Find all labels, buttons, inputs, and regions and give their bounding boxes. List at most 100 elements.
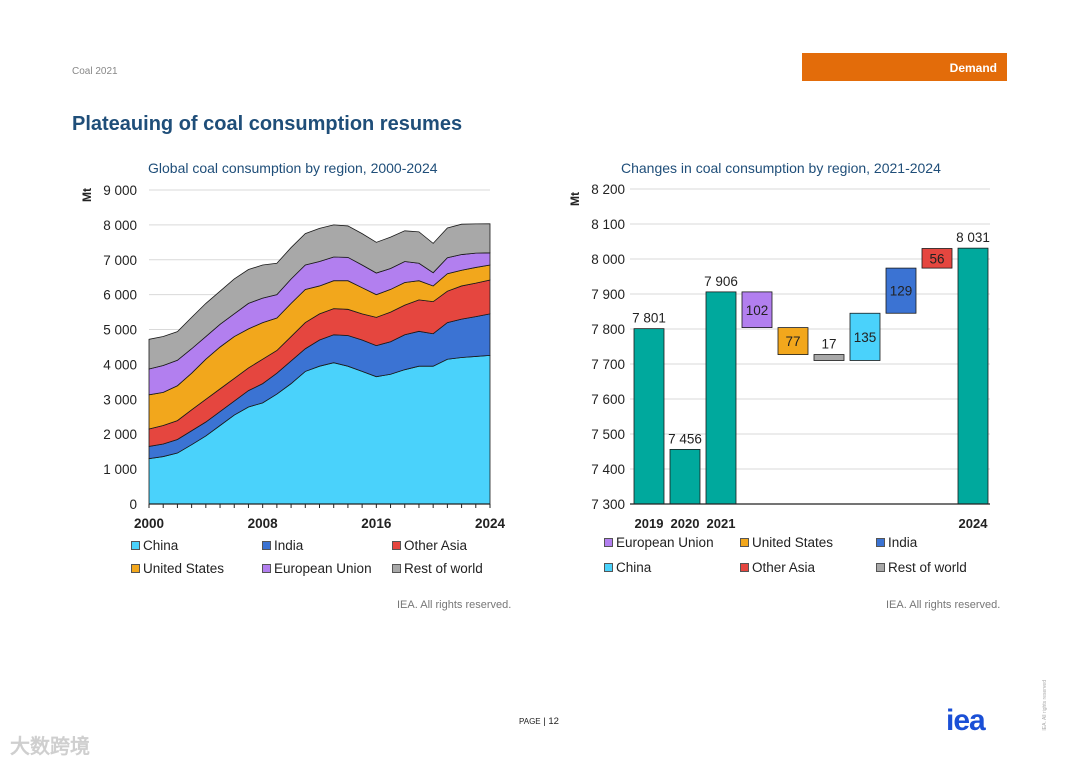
legend-swatch [392, 541, 401, 550]
waterfall-bar [813, 354, 845, 361]
legend-label: India [888, 535, 918, 550]
x-tick-label: 2000 [134, 516, 164, 531]
legend-label: European Union [616, 535, 714, 550]
y-tick-label: 0 [129, 497, 137, 512]
waterfall-bar [849, 312, 881, 361]
y-tick-label: 2 000 [103, 427, 137, 442]
waterfall-bar [777, 327, 809, 355]
bar-value-label: 7 456 [668, 431, 702, 446]
rights-notice: IEA. All rights reserved [1042, 680, 1048, 731]
x-tick-label: 2019 [635, 516, 664, 531]
y-tick-label: 7 500 [591, 427, 625, 442]
legend-item: Rest of world [392, 561, 483, 576]
waterfall-bar [741, 291, 773, 328]
legend-swatch [392, 564, 401, 573]
y-tick-label: 8 100 [591, 217, 625, 232]
bar-value-label: 77 [785, 334, 800, 349]
y-tick-label: 8 000 [591, 252, 625, 267]
waterfall-chart-source: IEA. All rights reserved. [886, 599, 1001, 611]
legend-item: India [262, 538, 303, 553]
legend-label: China [616, 560, 652, 575]
bar-value-label: 129 [890, 284, 913, 299]
legend-label: United States [143, 561, 225, 576]
y-tick-label: 8 200 [591, 182, 625, 197]
bar-value-label: 102 [746, 303, 769, 318]
page-number: Page | 12 [519, 716, 559, 727]
legend-swatch [876, 538, 885, 547]
page-title: Plateauing of coal consumption resumes [72, 113, 463, 135]
bar-value-label: 56 [929, 251, 944, 266]
legend-label: United States [752, 535, 834, 550]
legend-label: China [143, 538, 179, 553]
bar-value-label: 17 [821, 337, 836, 352]
y-tick-label: 6 000 [103, 288, 137, 303]
legend-label: Other Asia [404, 538, 468, 553]
legend-swatch [740, 563, 749, 572]
legend-item: United States [131, 561, 224, 576]
bar-value-label: 7 801 [632, 311, 666, 326]
legend-item: Other Asia [392, 538, 467, 553]
waterfall-bar [669, 448, 701, 505]
bar-value-label: 135 [854, 330, 877, 345]
legend-item: India [876, 535, 917, 550]
y-tick-label: 7 600 [591, 392, 625, 407]
y-tick-label: 7 300 [591, 497, 625, 512]
waterfall-bar [705, 291, 737, 505]
waterfall-bar [957, 247, 989, 505]
y-tick-label: 7 900 [591, 287, 625, 302]
legend-item: Rest of world [876, 560, 967, 575]
legend-swatch [131, 564, 140, 573]
waterfall-bar [921, 248, 953, 269]
x-tick-label: 2020 [671, 516, 700, 531]
iea-logo: iea [946, 704, 986, 737]
legend-swatch [876, 563, 885, 572]
legend-label: Rest of world [888, 560, 967, 575]
legend-swatch [131, 541, 140, 550]
x-tick-label: 2021 [707, 516, 736, 531]
x-tick-label: 2008 [248, 516, 279, 531]
legend-item: European Union [262, 561, 372, 576]
section-tab: Demand [802, 53, 1007, 81]
legend-item: United States [740, 535, 833, 550]
area-series-rest-of-world [148, 223, 491, 370]
y-tick-label: 5 000 [103, 323, 137, 338]
area-chart-source: IEA. All rights reserved. [397, 599, 512, 611]
bar-value-label: 7 906 [704, 274, 738, 289]
y-axis-label: Mt [80, 188, 94, 202]
page-number-value: | 12 [543, 716, 559, 727]
y-tick-label: 7 000 [103, 253, 137, 268]
legend-label: India [274, 538, 304, 553]
legend-swatch [740, 538, 749, 547]
y-tick-label: 1 000 [103, 462, 137, 477]
y-tick-label: 8 000 [103, 218, 137, 233]
waterfall-bar [633, 328, 665, 505]
legend-item: Other Asia [740, 560, 815, 575]
legend-label: European Union [274, 561, 372, 576]
page-prefix: Page [519, 717, 541, 726]
legend-item: China [604, 560, 651, 575]
x-tick-label: 2016 [361, 516, 392, 531]
legend-swatch [262, 541, 271, 550]
y-tick-label: 7 800 [591, 322, 625, 337]
x-tick-label: 2024 [475, 516, 506, 531]
legend-label: Other Asia [752, 560, 816, 575]
waterfall-chart-title: Changes in coal consumption by region, 2… [621, 160, 941, 176]
watermark: 大数跨境 [10, 736, 90, 758]
waterfall-bar [885, 267, 917, 314]
legend-swatch [604, 563, 613, 572]
legend-label: Rest of world [404, 561, 483, 576]
legend-swatch [262, 564, 271, 573]
legend-item: China [131, 538, 178, 553]
legend-item: European Union [604, 535, 714, 550]
legend-swatch [604, 538, 613, 547]
x-tick-label: 2024 [959, 516, 989, 531]
y-axis-label: Mt [568, 192, 582, 206]
y-tick-label: 3 000 [103, 392, 137, 407]
bar-value-label: 8 031 [956, 230, 990, 245]
document-label: Coal 2021 [72, 66, 118, 77]
y-tick-label: 7 700 [591, 357, 625, 372]
y-tick-label: 4 000 [103, 357, 137, 372]
y-tick-label: 7 400 [591, 462, 625, 477]
y-tick-label: 9 000 [103, 183, 137, 198]
